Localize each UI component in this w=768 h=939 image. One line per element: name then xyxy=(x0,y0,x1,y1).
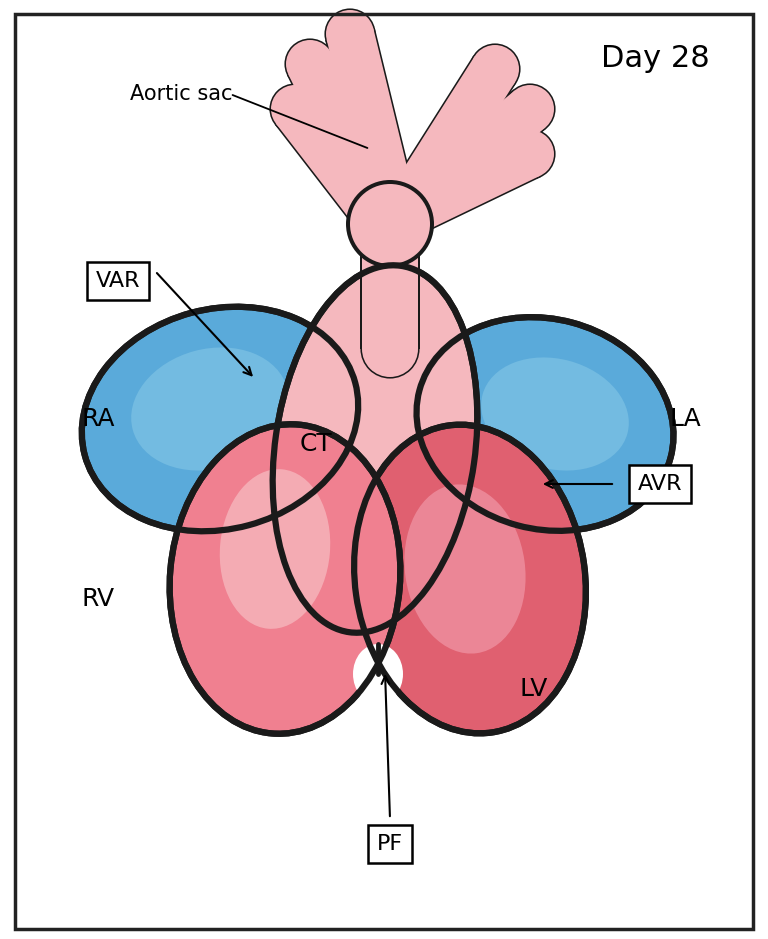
Circle shape xyxy=(362,201,418,257)
Circle shape xyxy=(326,10,374,58)
Ellipse shape xyxy=(353,644,403,704)
Circle shape xyxy=(284,38,336,89)
Circle shape xyxy=(469,43,521,95)
Circle shape xyxy=(369,193,421,244)
Text: PF: PF xyxy=(377,834,403,854)
Polygon shape xyxy=(325,28,420,225)
Circle shape xyxy=(376,195,424,243)
Polygon shape xyxy=(382,90,545,238)
Circle shape xyxy=(374,195,422,243)
Text: RV: RV xyxy=(82,587,115,611)
Circle shape xyxy=(471,45,519,93)
Polygon shape xyxy=(275,93,400,235)
Text: Day 28: Day 28 xyxy=(601,44,710,73)
Ellipse shape xyxy=(482,358,629,470)
Circle shape xyxy=(362,201,418,257)
Circle shape xyxy=(358,197,422,261)
Text: AVR: AVR xyxy=(637,474,682,494)
Ellipse shape xyxy=(82,307,358,531)
Circle shape xyxy=(356,195,404,243)
Text: LV: LV xyxy=(520,677,548,701)
Circle shape xyxy=(271,85,319,133)
Polygon shape xyxy=(276,94,399,234)
Circle shape xyxy=(359,193,411,244)
Text: RA: RA xyxy=(82,407,115,431)
Circle shape xyxy=(505,84,555,134)
Circle shape xyxy=(346,180,434,268)
Circle shape xyxy=(354,193,406,244)
Circle shape xyxy=(371,195,419,243)
Polygon shape xyxy=(382,89,546,239)
Ellipse shape xyxy=(273,266,478,633)
Polygon shape xyxy=(379,56,515,232)
Circle shape xyxy=(270,84,320,134)
Polygon shape xyxy=(360,229,419,349)
Circle shape xyxy=(371,195,419,243)
Text: LA: LA xyxy=(670,407,702,431)
Polygon shape xyxy=(287,53,408,230)
Polygon shape xyxy=(289,54,406,229)
Polygon shape xyxy=(384,131,541,242)
Circle shape xyxy=(360,199,419,258)
Circle shape xyxy=(362,321,418,377)
Text: VAR: VAR xyxy=(96,271,141,291)
Circle shape xyxy=(505,129,555,179)
Ellipse shape xyxy=(416,317,674,531)
Ellipse shape xyxy=(170,424,400,733)
Circle shape xyxy=(350,184,430,264)
Ellipse shape xyxy=(405,485,525,654)
Text: Aortic sac: Aortic sac xyxy=(130,84,233,104)
Circle shape xyxy=(369,193,421,244)
Polygon shape xyxy=(362,229,418,349)
Text: CT: CT xyxy=(300,432,333,456)
Polygon shape xyxy=(326,28,419,224)
Circle shape xyxy=(286,40,334,88)
Circle shape xyxy=(360,319,419,378)
Circle shape xyxy=(372,193,424,244)
Circle shape xyxy=(324,8,376,59)
Circle shape xyxy=(375,193,425,244)
Ellipse shape xyxy=(131,347,289,470)
Polygon shape xyxy=(379,55,517,233)
Polygon shape xyxy=(385,132,541,240)
Circle shape xyxy=(506,130,554,178)
Circle shape xyxy=(361,195,409,243)
Ellipse shape xyxy=(220,470,330,629)
Circle shape xyxy=(506,85,554,133)
Ellipse shape xyxy=(354,424,586,733)
